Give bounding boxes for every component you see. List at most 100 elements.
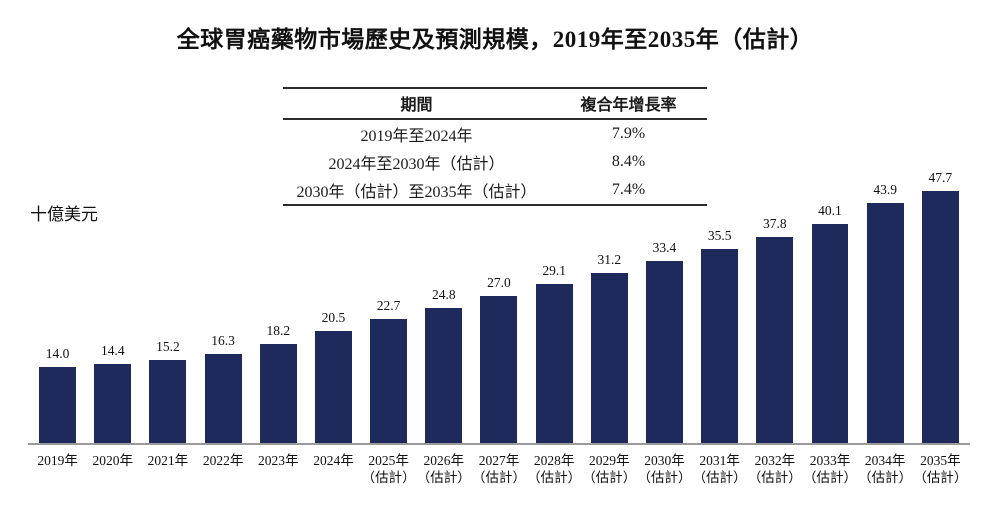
- bar-column: 20.5: [306, 170, 361, 443]
- x-axis-estimate-suffix: （估計）: [802, 470, 857, 485]
- x-axis-label: 2032年 （估計）: [747, 452, 802, 486]
- x-axis-estimate-suffix: （估計）: [361, 470, 416, 485]
- x-axis-year: 2033年: [809, 453, 851, 468]
- bar-value-label: 47.7: [928, 170, 953, 185]
- bar-value-label: 24.8: [431, 286, 456, 302]
- period-cell: 2030年（估計）至2035年（估計）: [296, 184, 537, 201]
- y-axis-unit-label: 十億美元: [30, 205, 98, 224]
- bar-column: 14.4: [85, 170, 140, 443]
- bar: [756, 236, 794, 443]
- bar-value-label: 29.1: [542, 263, 566, 279]
- bar-value-label: 27.0: [487, 274, 511, 290]
- x-axis-estimate-suffix: （估計）: [471, 470, 526, 485]
- bar: [425, 307, 463, 443]
- bar: [921, 191, 959, 443]
- bar-column: 22.7: [361, 170, 416, 443]
- x-axis-year: 2030年: [644, 453, 685, 468]
- x-axis-label: 2020年: [85, 452, 140, 486]
- x-axis-label: 2030年 （估計）: [637, 452, 692, 486]
- bar: [480, 295, 518, 443]
- x-axis-year: 2019年: [37, 453, 78, 468]
- x-axis-label: 2025年 （估計）: [361, 452, 416, 486]
- x-axis-year: 2028年: [533, 453, 575, 468]
- bar-value-label: 20.5: [321, 310, 346, 326]
- x-axis-year: 2027年: [478, 453, 520, 468]
- x-axis-estimate-suffix: （估計）: [527, 470, 582, 485]
- x-axis-estimate-suffix: （估計）: [416, 470, 471, 485]
- cagr-table-header-row: 期間 複合年增長率: [283, 88, 707, 120]
- bar-value-label: 35.5: [707, 228, 732, 244]
- cagr-table: 期間 複合年增長率 2019年至2024年 7.9% 2024年至2030年（估…: [283, 87, 707, 206]
- bar-column: 29.1: [527, 170, 582, 443]
- cagr-table-header-cagr: 複合年增長率: [550, 88, 707, 120]
- x-axis-year: 2024年: [313, 453, 354, 468]
- x-axis-label: 2024年: [306, 452, 361, 486]
- bar-value-label: 43.9: [873, 182, 897, 198]
- x-axis-year: 2031年: [699, 453, 740, 468]
- page-title: 全球胃癌藥物市場歷史及預測規模，2019年至2035年（估計）: [176, 27, 814, 52]
- bar-column: 18.2: [251, 170, 306, 443]
- table-row: 2024年至2030年（估計） 8.4%: [283, 148, 707, 176]
- x-axis-label: 2031年 （估計）: [692, 452, 747, 486]
- bar-column: 35.5: [692, 170, 747, 443]
- table-row: 2030年（估計）至2035年（估計） 7.4%: [283, 176, 707, 205]
- bar-column: 14.0: [30, 170, 85, 443]
- bar: [866, 203, 904, 443]
- bar-column: 40.1: [802, 170, 857, 443]
- bar-column: 24.8: [416, 170, 471, 443]
- x-axis-label: 2027年 （估計）: [471, 452, 526, 486]
- bar: [535, 284, 573, 443]
- bar-column: 16.3: [196, 170, 251, 443]
- x-axis-estimate-suffix: （估計）: [913, 470, 968, 485]
- x-axis-year: 2029年: [589, 453, 630, 468]
- x-axis-estimate-suffix: （估計）: [582, 470, 637, 485]
- bar-value-label: 18.2: [266, 322, 291, 338]
- x-axis-label: 2026年 （估計）: [416, 452, 471, 486]
- bar-column: 33.4: [637, 170, 692, 443]
- bar: [259, 343, 297, 443]
- bar-column: 37.8: [747, 170, 802, 443]
- bar: [149, 360, 187, 443]
- x-axis-label: 2033年 （估計）: [802, 452, 857, 486]
- table-row: 2019年至2024年 7.9%: [283, 119, 707, 148]
- bar-column: 27.0: [471, 170, 526, 443]
- bar-value-label: 37.8: [763, 215, 787, 231]
- x-axis-year: 2034年: [864, 453, 906, 468]
- bar: [811, 224, 849, 443]
- cagr-cell: 7.9%: [611, 125, 646, 142]
- x-axis-year: 2022年: [202, 453, 244, 468]
- x-axis-label: 2022年: [196, 452, 251, 486]
- x-axis-labels: 2019年 2020年 2021年 2022年 2023年 2024年 2025年 （估計） 2…: [30, 452, 968, 486]
- x-axis-estimate-suffix: （估計）: [747, 470, 802, 485]
- x-axis-label: 2023年: [251, 452, 306, 486]
- bar: [204, 354, 242, 443]
- x-axis-label: 2034年 （估計）: [858, 452, 913, 486]
- period-cell: 2024年至2030年（估計）: [328, 156, 505, 173]
- bar: [39, 366, 77, 443]
- x-axis-year: 2032年: [754, 453, 796, 468]
- cagr-cell: 7.4%: [611, 181, 646, 198]
- bar-value-label: 16.3: [211, 333, 235, 348]
- bar-value-label: 33.4: [652, 239, 677, 255]
- bar: [94, 364, 132, 443]
- bar-value-label: 14.0: [45, 345, 70, 361]
- x-axis-year: 2021年: [147, 453, 189, 468]
- bar-column: 31.2: [582, 170, 637, 443]
- bar-column: 43.9: [858, 170, 913, 443]
- x-axis-estimate-suffix: （估計）: [692, 470, 747, 485]
- x-axis-year: 2023年: [258, 453, 299, 468]
- x-axis-estimate-suffix: （估計）: [637, 470, 692, 485]
- bar: [370, 319, 408, 443]
- bar: [590, 272, 628, 443]
- x-axis-year: 2026年: [423, 453, 465, 468]
- x-axis-line: [28, 443, 970, 445]
- bar-value-label: 15.2: [156, 339, 180, 354]
- bar: [314, 331, 352, 443]
- x-axis-label: 2021年: [140, 452, 195, 486]
- x-axis-label: 2028年 （估計）: [527, 452, 582, 486]
- bar-value-label: 40.1: [818, 203, 842, 219]
- bar-chart: 14.0 14.4 15.2 16.3 18.2 20.5 22.7 24.8 27.0 29.1…: [30, 170, 968, 443]
- x-axis-year: 2035年: [920, 453, 961, 468]
- x-axis-label: 2035年 （估計）: [913, 452, 968, 486]
